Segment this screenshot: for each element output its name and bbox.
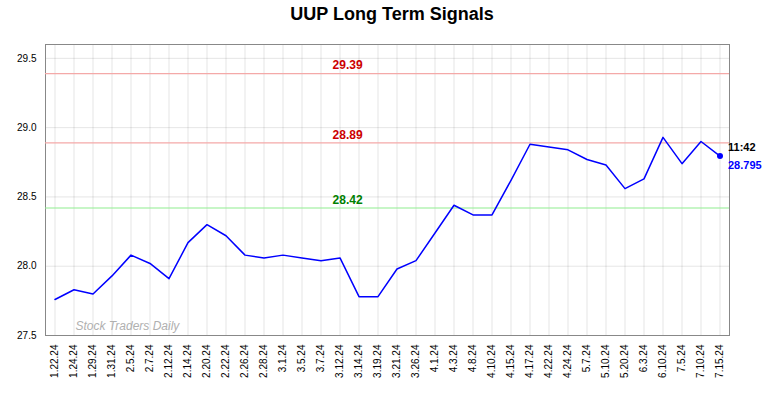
svg-text:3.1.24: 3.1.24 (277, 344, 288, 372)
svg-text:27.5: 27.5 (17, 329, 37, 340)
svg-text:2.14.24: 2.14.24 (182, 344, 193, 378)
svg-text:3.5.24: 3.5.24 (296, 344, 307, 372)
svg-text:2.28.24: 2.28.24 (258, 344, 269, 378)
svg-text:4.24.24: 4.24.24 (562, 344, 573, 378)
svg-text:11:42: 11:42 (728, 140, 756, 152)
svg-text:4.1.24: 4.1.24 (429, 344, 440, 372)
svg-text:Stock Traders Daily: Stock Traders Daily (76, 318, 181, 332)
svg-text:3.14.24: 3.14.24 (353, 344, 364, 378)
svg-text:4.17.24: 4.17.24 (524, 344, 535, 378)
svg-text:7.10.24: 7.10.24 (695, 344, 706, 378)
svg-text:2.22.24: 2.22.24 (220, 344, 231, 378)
svg-text:6.3.24: 6.3.24 (638, 344, 649, 372)
svg-text:7.5.24: 7.5.24 (676, 344, 687, 372)
svg-text:29.5: 29.5 (17, 52, 37, 63)
svg-text:4.22.24: 4.22.24 (543, 344, 554, 378)
svg-text:3.7.24: 3.7.24 (315, 344, 326, 372)
html-text:UUP Long Term Signals: UUP Long Term Signals (290, 4, 494, 24)
svg-text:5.10.24: 5.10.24 (600, 344, 611, 378)
svg-text:2.20.24: 2.20.24 (201, 344, 212, 378)
svg-text:4.3.24: 4.3.24 (448, 344, 459, 372)
svg-text:3.19.24: 3.19.24 (372, 344, 383, 378)
svg-text:28.0: 28.0 (17, 260, 37, 271)
svg-text:28.5: 28.5 (17, 191, 37, 202)
svg-text:1.29.24: 1.29.24 (87, 344, 98, 378)
svg-text:5.7.24: 5.7.24 (581, 344, 592, 372)
svg-text:3.26.24: 3.26.24 (410, 344, 421, 378)
svg-text:28.42: 28.42 (333, 192, 363, 206)
svg-text:4.10.24: 4.10.24 (486, 344, 497, 378)
svg-text:7.15.24: 7.15.24 (714, 344, 725, 378)
svg-text:2.12.24: 2.12.24 (163, 344, 174, 378)
svg-text:28.89: 28.89 (333, 127, 363, 141)
svg-text:29.39: 29.39 (333, 58, 363, 72)
svg-text:1.24.24: 1.24.24 (68, 344, 79, 378)
svg-text:1.31.24: 1.31.24 (106, 344, 117, 378)
svg-text:6.10.24: 6.10.24 (657, 344, 668, 378)
svg-text:29.0: 29.0 (17, 121, 37, 132)
svg-text:2.26.24: 2.26.24 (239, 344, 250, 378)
svg-text:3.12.24: 3.12.24 (334, 344, 345, 378)
svg-text:2.5.24: 2.5.24 (125, 344, 136, 372)
svg-text:5.20.24: 5.20.24 (619, 344, 630, 378)
svg-text:2.7.24: 2.7.24 (144, 344, 155, 372)
svg-text:3.21.24: 3.21.24 (391, 344, 402, 378)
svg-text:4.15.24: 4.15.24 (505, 344, 516, 378)
svg-text:4.8.24: 4.8.24 (467, 344, 478, 372)
svg-text:1.22.24: 1.22.24 (49, 344, 60, 378)
svg-text:28.795: 28.795 (728, 158, 762, 170)
